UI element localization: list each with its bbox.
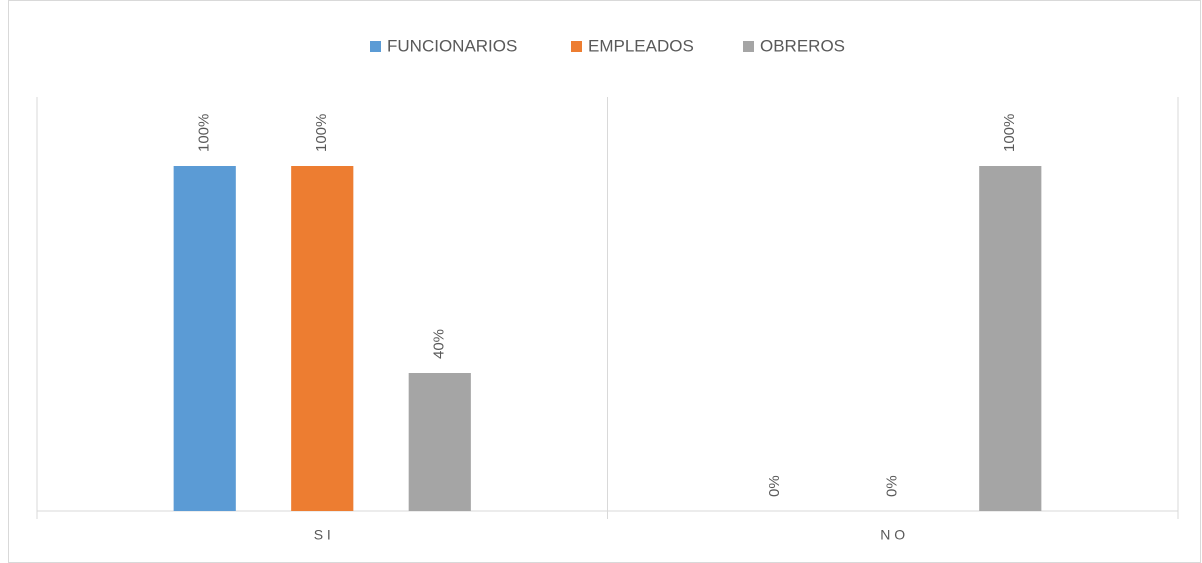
x-tick-label: N O [880, 527, 905, 543]
data-label: 100% [313, 114, 330, 152]
bar [408, 373, 471, 511]
data-label: 0% [884, 475, 901, 497]
x-tick-label: S I [314, 527, 331, 543]
data-label: 0% [766, 475, 783, 497]
legend-swatch [743, 41, 754, 52]
legend-label: EMPLEADOS [588, 36, 694, 55]
legend-swatch [571, 41, 582, 52]
data-label: 40% [431, 329, 448, 359]
data-label: 100% [196, 114, 213, 152]
data-label: 100% [1001, 114, 1018, 152]
legend-swatch [370, 41, 381, 52]
legend-label: FUNCIONARIOS [387, 36, 517, 55]
bar [979, 166, 1042, 511]
bar [173, 166, 236, 511]
legend-label: OBREROS [760, 36, 845, 55]
bar [291, 166, 354, 511]
